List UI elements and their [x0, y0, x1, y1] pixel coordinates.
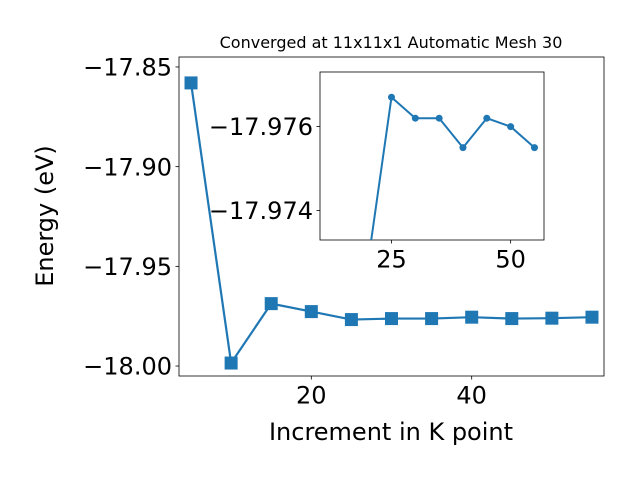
main-data-point	[465, 310, 479, 324]
main-data-point	[385, 312, 398, 326]
main-x-tick-label: 40	[456, 382, 487, 410]
inset-y-tick-label: −17.974	[209, 197, 313, 225]
main-data-point	[545, 311, 559, 325]
inset-x-tick-label: 25	[376, 246, 407, 274]
y-axis-label: Energy (eV)	[31, 145, 59, 287]
main-data-point	[264, 297, 278, 311]
main-data-point	[344, 313, 358, 327]
inset-x-tick-label: 50	[495, 246, 526, 274]
main-x-tick-label: 20	[296, 382, 327, 410]
inset-data-point	[530, 144, 538, 152]
main-data-group	[184, 76, 599, 370]
inset-data-point	[435, 114, 443, 122]
main-axes-frame	[178, 56, 605, 377]
inset-data-group	[370, 93, 538, 240]
main-y-tick-label: −17.85	[83, 54, 172, 82]
inset-data-point	[387, 93, 395, 101]
main-data-point	[184, 76, 198, 90]
main-data-point	[304, 305, 318, 319]
main-y-tick-label: −17.95	[83, 253, 172, 281]
main-data-point	[224, 356, 238, 370]
main-data-point	[505, 312, 519, 326]
inset-axes-frame	[319, 71, 545, 241]
inset-y-tick-label: −17.976	[209, 113, 313, 141]
main-y-tick-label: −18.00	[83, 353, 172, 381]
inset-data-point	[411, 114, 419, 122]
main-data-point	[585, 310, 599, 324]
inset-data-point	[483, 114, 491, 122]
inset-data-point	[507, 123, 515, 131]
inset-data-point	[459, 144, 467, 152]
main-data-point	[425, 312, 439, 326]
chart-title: Converged at 11x11x1 Automatic Mesh 30	[220, 33, 563, 52]
main-y-tick-label: −17.90	[83, 153, 172, 181]
x-axis-label: Increment in K point	[269, 418, 513, 446]
inset-series-line	[370, 96, 536, 240]
main-plot: 20 40 −18.00 −17.95 −17.90 −17.85	[83, 54, 605, 410]
inset-plot: 25 50 −17.976 −17.974	[209, 71, 545, 274]
